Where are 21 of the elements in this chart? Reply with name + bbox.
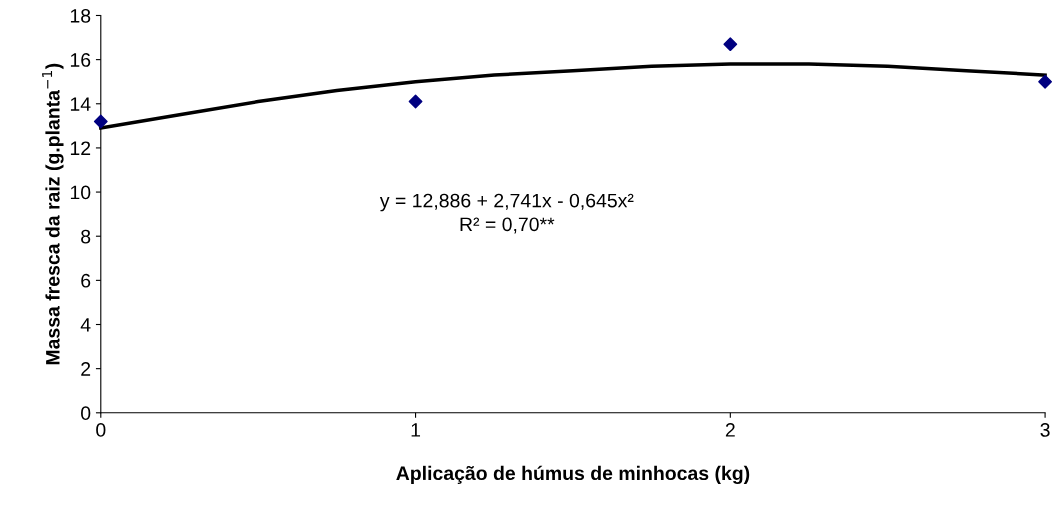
y-axis-title: Massa fresca da raiz (g.planta$^{−1}$): [42, 63, 64, 365]
y-tick-label: 8: [81, 229, 91, 244]
y-tick-label: 0: [81, 406, 91, 421]
x-tick-label: 0: [96, 423, 106, 437]
y-tick-label: 16: [70, 53, 91, 67]
y-tick-label: 6: [81, 273, 91, 288]
point: [93, 114, 108, 129]
x-tick-label: 3: [1040, 423, 1050, 437]
y-tick-label: 12: [70, 141, 91, 155]
x-axis-title: Aplicação de húmus de minhocas (kg): [396, 465, 750, 485]
x-tick-label: 1: [411, 423, 421, 437]
point: [1038, 74, 1052, 89]
annotation: y = 12,886 + 2,741x - 0,645x² R² = 0,70**: [379, 193, 634, 234]
point: [723, 37, 738, 52]
y-tick-label: 2: [81, 362, 91, 376]
y-tick-label: 4: [80, 318, 91, 332]
y-tick-label: 18: [70, 8, 91, 23]
point: [408, 94, 423, 109]
y-tick-label: 10: [70, 185, 91, 200]
y-tick-label: 14: [70, 97, 91, 111]
x-tick-label: 2: [725, 423, 735, 437]
